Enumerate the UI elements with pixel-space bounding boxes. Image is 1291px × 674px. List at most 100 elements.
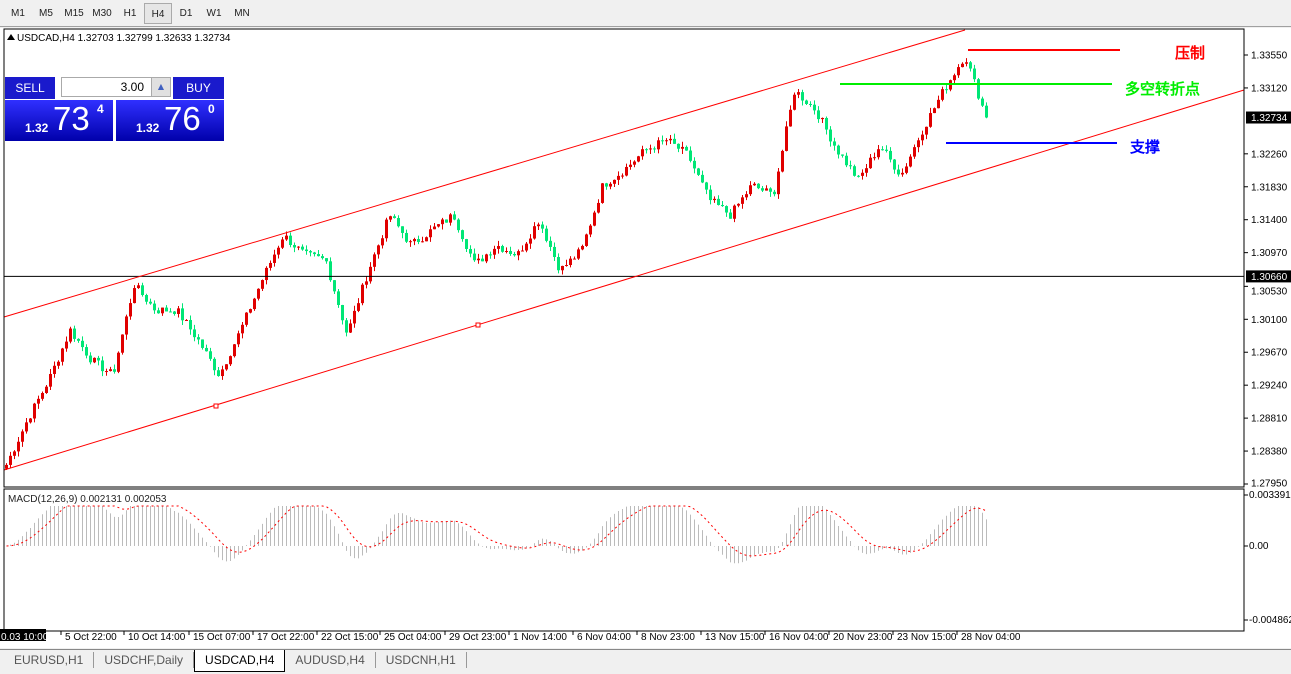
candle-body xyxy=(545,228,548,241)
chart-tab[interactable]: USDCAD,H4 xyxy=(194,650,286,672)
chart-tab[interactable]: USDCNH,H1 xyxy=(376,652,467,668)
candle-body xyxy=(533,226,536,239)
time-tick-label: 15 Oct 07:00 xyxy=(193,632,251,643)
candle-body xyxy=(765,188,768,191)
timeframe-m30[interactable]: M30 xyxy=(92,8,112,19)
symbol-info: USDCAD,H4 1.32703 1.32799 1.32633 1.3273… xyxy=(17,33,231,44)
candle-body xyxy=(149,301,152,304)
channel-anchor-handle[interactable] xyxy=(475,322,481,328)
candle-body xyxy=(25,422,28,432)
candle-body xyxy=(461,230,464,240)
candle-body xyxy=(933,108,936,114)
price-tick-label: 1.29670 xyxy=(1251,348,1288,359)
candle-body xyxy=(957,67,960,76)
candle-body xyxy=(205,347,208,352)
candle-body xyxy=(53,365,56,374)
price-tick-label: 1.31830 xyxy=(1251,182,1288,193)
candle-body xyxy=(909,156,912,167)
candle-body xyxy=(841,154,844,156)
candle-body xyxy=(209,351,212,359)
timeframe-m15[interactable]: M15 xyxy=(64,8,84,19)
candle-body xyxy=(641,149,644,157)
lot-size-input[interactable]: 3.00 xyxy=(61,77,171,97)
time-tick-label: 13 Nov 15:00 xyxy=(705,632,765,643)
candle-body xyxy=(573,258,576,260)
channel-lower-line[interactable] xyxy=(3,89,1245,471)
candle-body xyxy=(489,254,492,256)
chart-tabs: EURUSD,H1 USDCHF,Daily USDCAD,H4 AUDUSD,H4 U… xyxy=(0,649,1291,674)
candle-body xyxy=(617,175,620,180)
channel-anchor-handle[interactable] xyxy=(213,403,219,409)
candle-body xyxy=(185,319,188,321)
candle-body xyxy=(445,219,448,223)
channel-upper-line[interactable] xyxy=(3,29,966,318)
buy-price[interactable]: 1.32 76 0 xyxy=(116,100,224,141)
candle-body xyxy=(557,257,560,271)
candle-body xyxy=(285,235,288,240)
sell-price-pip: 4 xyxy=(97,102,104,116)
candle-body xyxy=(777,171,780,195)
macd-tick-label: 0.003391 xyxy=(1249,490,1291,501)
macd-tick-label: -0.004862 xyxy=(1249,615,1291,626)
price-chart[interactable]: 1.33550 1.33120 1.32260 1.31830 1.31400 1.309… xyxy=(0,28,1291,648)
timeframe-mn[interactable]: MN xyxy=(234,8,250,19)
candle-body xyxy=(381,238,384,246)
candle-body xyxy=(701,174,704,183)
price-tick-label: 1.28810 xyxy=(1251,414,1288,425)
timeframe-h1[interactable]: H1 xyxy=(123,8,137,19)
buy-price-big: 76 xyxy=(164,100,201,137)
candle-body xyxy=(421,241,424,243)
candle-body xyxy=(165,307,168,312)
candle-body xyxy=(325,258,328,262)
candle-body xyxy=(225,364,228,370)
candle-body xyxy=(685,146,688,151)
candle-body xyxy=(965,62,968,64)
candle-body xyxy=(717,198,720,205)
current-price-label: 1.32734 xyxy=(1251,113,1288,124)
macd-signal-line xyxy=(6,505,987,557)
candle-body xyxy=(541,224,544,229)
candle-body xyxy=(829,129,832,142)
collapse-arrow-icon[interactable] xyxy=(7,34,15,40)
timeframe-m5[interactable]: M5 xyxy=(39,8,53,19)
sell-button[interactable]: SELL xyxy=(5,77,55,99)
chart-tab[interactable]: AUDUSD,H4 xyxy=(285,652,376,668)
candle-body xyxy=(693,160,696,169)
candle-body xyxy=(17,441,20,452)
buy-button[interactable]: BUY xyxy=(173,77,224,99)
candle-body xyxy=(369,266,372,282)
sell-price[interactable]: 1.32 73 4 xyxy=(5,100,113,141)
candle-body xyxy=(485,254,488,262)
candle-body xyxy=(481,258,484,262)
candle-body xyxy=(781,150,784,172)
lot-increase-button[interactable]: ▲ xyxy=(151,77,171,97)
candle-body xyxy=(193,329,196,338)
candle-body xyxy=(65,341,68,349)
chart-tab[interactable]: USDCHF,Daily xyxy=(94,652,195,668)
timeframe-w1[interactable]: W1 xyxy=(206,8,222,19)
time-tick-label: 0.03 10:00 xyxy=(1,632,49,643)
candle-body xyxy=(21,431,24,442)
candle-body xyxy=(441,219,444,225)
candle-body xyxy=(809,103,812,105)
timeframe-d1[interactable]: D1 xyxy=(179,8,193,19)
timeframe-h4[interactable]: H4 xyxy=(144,3,172,24)
candle-body xyxy=(129,303,132,317)
candle-body xyxy=(217,370,220,377)
time-tick-label: 25 Oct 04:00 xyxy=(384,632,442,643)
macd-pane-frame xyxy=(3,488,1245,632)
candle-body xyxy=(465,239,468,249)
candle-body xyxy=(373,254,376,267)
candle-body xyxy=(297,246,300,248)
candle-body xyxy=(181,308,184,321)
chart-tab[interactable]: EURUSD,H1 xyxy=(4,652,95,668)
candle-body xyxy=(121,334,124,353)
candle-body xyxy=(237,333,240,345)
candle-body xyxy=(33,403,36,419)
candle-body xyxy=(925,126,928,135)
candle-body xyxy=(729,212,732,219)
timeframe-m1[interactable]: M1 xyxy=(11,8,25,19)
candle-body xyxy=(473,253,476,261)
chart-window[interactable]: 1.33550 1.33120 1.32260 1.31830 1.31400 1.309… xyxy=(0,28,1291,648)
